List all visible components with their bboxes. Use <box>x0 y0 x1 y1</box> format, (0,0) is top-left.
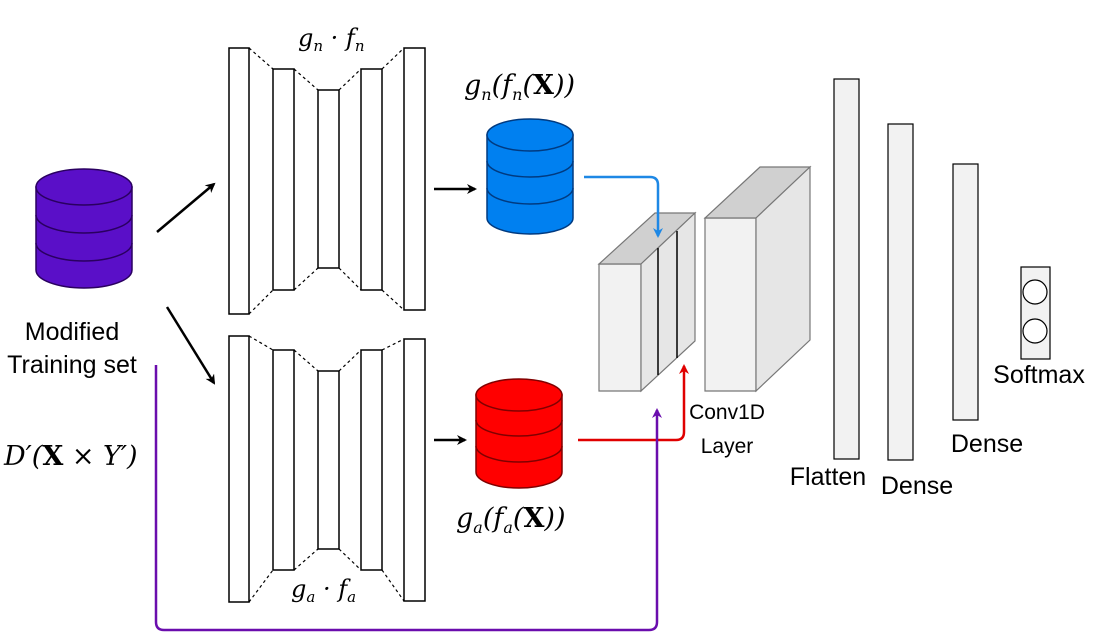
anomaly-decoder-layer-1 <box>360 349 383 571</box>
dense-layer-1 <box>887 123 914 461</box>
anomaly-output-database-icon <box>475 378 563 489</box>
normal-output-database-icon <box>486 118 574 235</box>
flatten-label: Flatten <box>790 463 866 491</box>
anomaly-bottleneck <box>317 370 340 550</box>
normal-output-label: gn(fn(X)) <box>464 70 575 104</box>
flatten-layer <box>833 78 860 460</box>
anomaly-ae-label: ga · fa <box>291 575 356 606</box>
normal-encoder-layer-2 <box>272 68 295 291</box>
dataset-symbol: D′(X × Y′) <box>3 441 138 472</box>
normal-ae-label: gn · fn <box>298 24 365 55</box>
softmax-label: Softmax <box>993 361 1085 389</box>
bypass-data-arrow <box>154 365 662 632</box>
normal-bottleneck <box>317 89 340 269</box>
conv1d-layer-block <box>703 165 812 393</box>
training-database-icon <box>35 168 133 289</box>
dense-label-1: Dense <box>881 472 953 500</box>
arrow-to-normal-ae <box>156 182 216 233</box>
training-set-label-line2: Training set <box>7 351 137 379</box>
training-set-label-line1: Modified <box>25 318 120 346</box>
anomaly-output-label: ga(fa(X)) <box>456 503 566 537</box>
conv1d-label-line1: Conv1D <box>689 401 765 424</box>
normal-autoencoder <box>228 47 426 315</box>
softmax-node-1 <box>1022 279 1048 305</box>
normal-decoder-layer-2 <box>403 47 426 311</box>
arrow-to-anomaly-ae <box>165 306 216 385</box>
anomaly-decoder-layer-2 <box>403 338 426 602</box>
softmax-layer <box>1020 266 1051 360</box>
conv1d-label-line2: Layer <box>701 435 754 458</box>
normal-encoder-layer-1 <box>228 47 250 315</box>
softmax-node-2 <box>1022 318 1048 344</box>
normal-decoder-layer-1 <box>360 68 383 291</box>
normal-to-conv-arrow <box>584 175 663 238</box>
dense-layer-2 <box>952 163 979 421</box>
conv-input-block <box>597 211 697 393</box>
anomaly-autoencoder <box>228 335 426 603</box>
dense-label-2: Dense <box>951 430 1023 458</box>
anomaly-encoder-layer-2 <box>272 349 295 571</box>
anomaly-to-conv-arrow <box>578 364 689 442</box>
anomaly-encoder-layer-1 <box>228 335 250 603</box>
